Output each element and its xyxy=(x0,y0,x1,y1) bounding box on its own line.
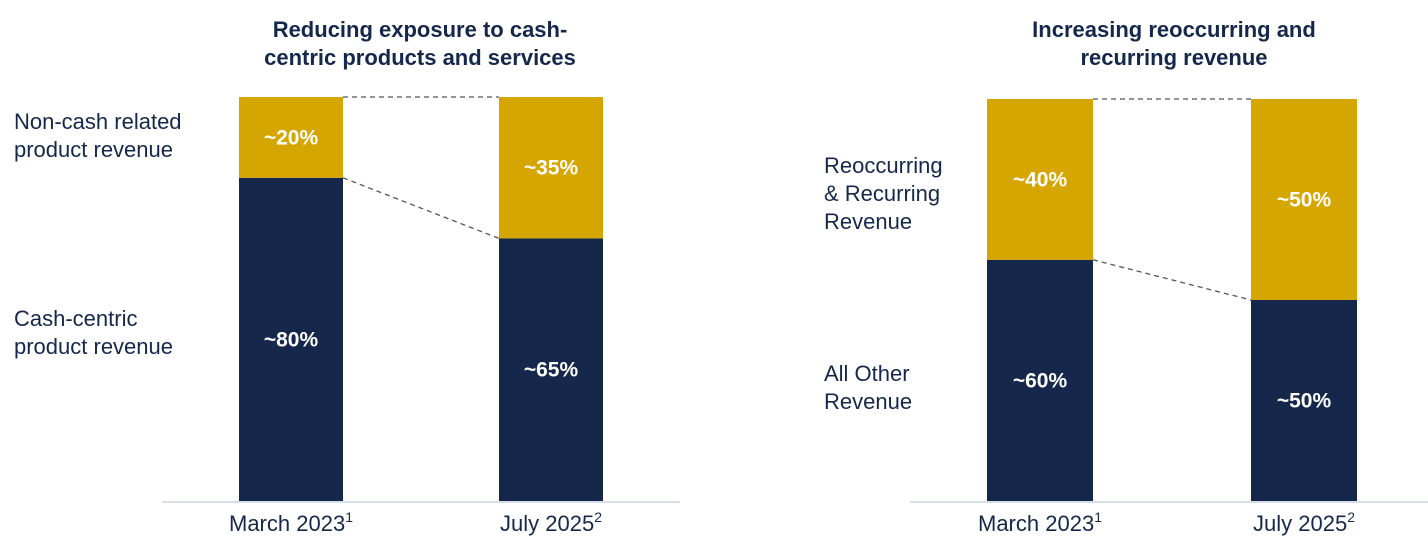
bar-value-label: ~50% xyxy=(1277,189,1332,212)
bar-segment xyxy=(499,97,603,239)
bar-value-label: ~80% xyxy=(264,328,319,351)
bar-value-label: ~35% xyxy=(524,157,579,180)
bar-value-label: ~65% xyxy=(524,359,579,382)
chart-title-line: recurring revenue xyxy=(1080,45,1268,70)
x-tick-label: March 20231 xyxy=(978,509,1102,536)
stacked-bar-chart: ~80% ~20% ~65% ~35% March 20231 July 20252 xyxy=(162,96,680,536)
chart-title-line: Increasing reoccurring and xyxy=(1032,17,1316,42)
bar-segment xyxy=(499,238,603,501)
bar-segment xyxy=(1251,300,1357,501)
bar-value-label: ~40% xyxy=(1013,168,1068,191)
connector-line xyxy=(1092,259,1252,301)
chart-panel-right: Increasing reoccurring and recurring rev… xyxy=(714,0,1428,550)
legend-label-top: Reoccurring & Recurring Revenue xyxy=(824,153,943,234)
bar-value-label: ~50% xyxy=(1277,390,1332,413)
legend-label-bottom: Cash-centric product revenue xyxy=(14,306,173,359)
x-tick-label: July 20252 xyxy=(1253,509,1355,536)
bar-segment xyxy=(987,99,1093,260)
stacked-bar-chart: ~60% ~40% ~50% ~50% March 20231 July 20252 xyxy=(910,98,1428,536)
chart-title: Increasing reoccurring and recurring rev… xyxy=(944,16,1404,72)
x-tick-label: July 20252 xyxy=(500,509,602,536)
connector-line xyxy=(342,177,500,240)
x-tick-label: March 20231 xyxy=(229,509,353,536)
bar-segment xyxy=(239,177,343,502)
chart-title: Reducing exposure to cash- centric produ… xyxy=(180,16,660,72)
bar-segment xyxy=(987,259,1093,501)
chart-panel-left: Reducing exposure to cash- centric produ… xyxy=(14,16,680,536)
chart-title-line: Reducing exposure to cash- xyxy=(272,17,568,42)
chart-title-line: centric products and services xyxy=(264,45,576,70)
bar-segment xyxy=(1251,99,1357,300)
legend-label-bottom: All Other Revenue xyxy=(824,361,913,414)
bar-segment xyxy=(239,97,343,178)
bar-value-label: ~20% xyxy=(264,126,319,149)
bar-value-label: ~60% xyxy=(1013,369,1068,392)
legend-label-top: Non-cash related product revenue xyxy=(14,109,182,162)
